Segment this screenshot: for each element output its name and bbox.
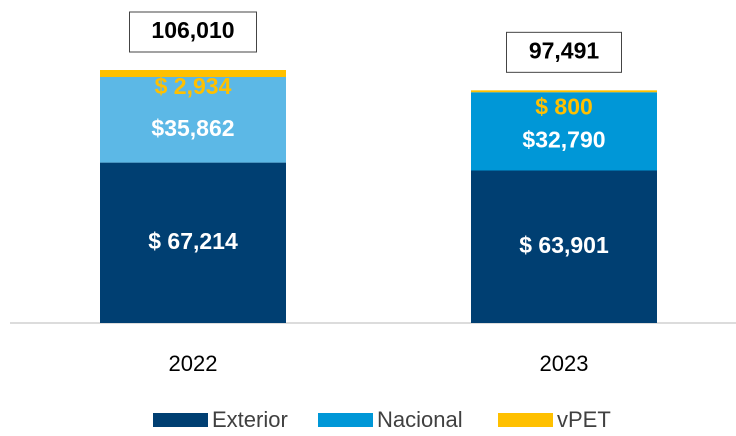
legend-label: Nacional <box>377 407 463 432</box>
total-label: 97,491 <box>529 37 600 63</box>
legend-swatch <box>498 413 553 427</box>
data-label: $ 63,901 <box>519 232 609 258</box>
bar-segment <box>100 70 286 78</box>
bar-segment <box>100 77 286 163</box>
bar-segment <box>471 92 657 171</box>
total-box <box>506 31 622 73</box>
data-label: $ 2,934 <box>155 73 232 99</box>
total-label: 106,010 <box>151 17 234 43</box>
x-tick-label: 2022 <box>169 351 218 376</box>
legend-swatch <box>153 413 208 427</box>
bar-segment <box>471 90 657 93</box>
bar-segment <box>471 170 657 323</box>
data-label: $35,862 <box>151 115 234 141</box>
data-label: $32,790 <box>522 126 605 152</box>
bar-segment <box>100 162 286 323</box>
data-label: $ 67,214 <box>148 228 238 254</box>
data-label: $ 800 <box>535 93 593 119</box>
total-box <box>129 11 257 53</box>
legend-label: Exterior <box>212 407 288 432</box>
legend-swatch <box>318 413 373 427</box>
legend-label: vPET <box>557 407 611 432</box>
x-tick-label: 2023 <box>540 351 589 376</box>
